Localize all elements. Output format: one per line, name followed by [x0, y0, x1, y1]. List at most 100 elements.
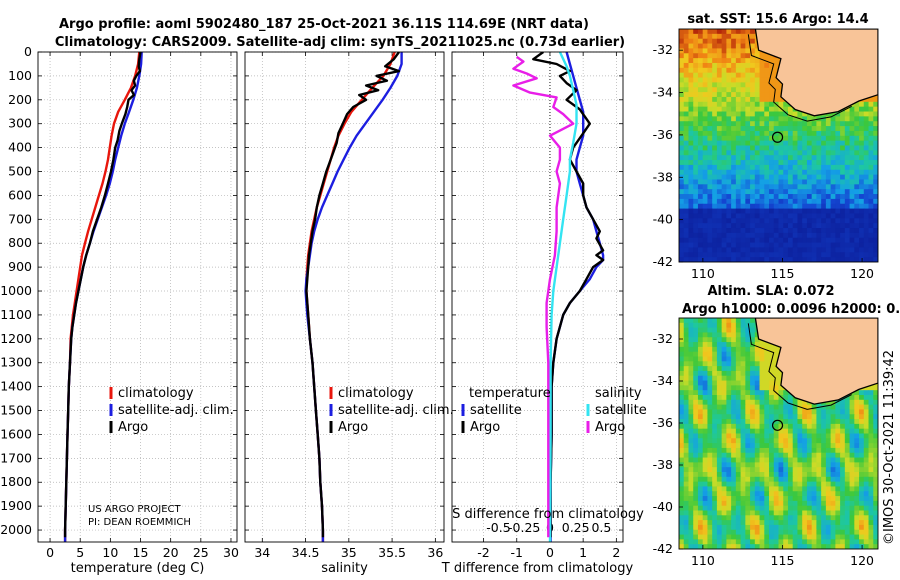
field-cell [821, 419, 827, 425]
field-cell [764, 232, 770, 239]
field-cell [764, 62, 770, 69]
field-cell [735, 228, 742, 234]
field-cell [802, 257, 808, 262]
field-cell [769, 92, 775, 98]
field-cell [688, 496, 694, 502]
field-cell [750, 164, 756, 171]
field-cell [840, 169, 846, 176]
field-cell [683, 356, 690, 362]
field-cell [702, 77, 709, 83]
field-cell [868, 544, 874, 549]
field-cell [844, 524, 851, 531]
field-cell [792, 472, 799, 478]
field-cell [707, 179, 713, 185]
field-cell [849, 481, 855, 488]
field-cell [745, 160, 751, 166]
field-cell [863, 510, 870, 516]
field-cell [825, 140, 832, 147]
field-cell [683, 62, 690, 69]
legend-label-salinity-argo: Argo [595, 420, 625, 435]
field-cell [797, 447, 803, 454]
field-cell [735, 87, 742, 93]
field-cell [707, 510, 713, 516]
field-cell [735, 404, 742, 411]
field-cell [854, 130, 860, 137]
field-cell [863, 257, 870, 262]
sst-map-title: sat. SST: 15.6 Argo: 14.4 [687, 12, 868, 27]
field-cell [735, 472, 742, 478]
field-cell [731, 38, 737, 45]
field-cell [840, 213, 846, 219]
field-cell [797, 399, 803, 406]
field-cell [835, 447, 841, 454]
field-cell [759, 208, 765, 215]
field-cell [769, 361, 775, 367]
field-cell [721, 505, 727, 512]
field-cell [797, 174, 803, 181]
field-cell [806, 252, 813, 258]
field-cell [750, 213, 756, 219]
field-cell [740, 29, 746, 35]
field-cell [740, 194, 746, 200]
field-cell [783, 443, 789, 449]
field-cell [806, 500, 813, 507]
field-cell [773, 121, 780, 127]
field-cell [769, 111, 775, 117]
field-cell [773, 198, 780, 205]
field-cell [830, 472, 836, 478]
field-cell [731, 520, 737, 526]
field-cell [759, 53, 765, 59]
field-cell [873, 524, 878, 531]
field-cell [707, 390, 713, 396]
field-cell [811, 203, 818, 210]
field-cell [726, 252, 732, 258]
field-cell [697, 169, 704, 176]
field-cell [830, 232, 836, 239]
field-cell [821, 126, 827, 132]
field-cell [797, 130, 803, 137]
field-cell [811, 208, 818, 215]
field-cell [783, 174, 789, 181]
field-cell [750, 433, 756, 439]
field-cell [712, 366, 718, 372]
field-cell [778, 106, 784, 113]
field-cell [735, 380, 742, 386]
field-cell [792, 174, 799, 181]
field-cell [849, 515, 855, 521]
field-cell [693, 544, 699, 549]
field-cell [750, 82, 756, 88]
field-cell [712, 524, 718, 531]
field-cell [868, 496, 874, 502]
field-cell [679, 481, 685, 488]
field-cell [683, 174, 690, 181]
field-cell [750, 87, 756, 93]
field-cell [707, 213, 713, 219]
field-cell [835, 505, 841, 512]
field-cell [688, 462, 694, 468]
field-cell [821, 252, 827, 258]
field-cell [849, 140, 855, 147]
field-cell [745, 346, 751, 353]
y-tick-label: 2000 [0, 522, 32, 537]
field-cell [816, 462, 822, 468]
field-cell [688, 160, 694, 166]
field-cell [844, 184, 851, 190]
field-cell [792, 481, 799, 488]
field-cell [726, 174, 732, 181]
field-cell [750, 481, 756, 488]
field-cell [854, 164, 860, 171]
field-cell [688, 481, 694, 488]
field-cell [830, 218, 836, 224]
field-cell [759, 491, 765, 497]
field-cell [863, 486, 870, 492]
field-cell [863, 242, 870, 249]
field-cell [764, 213, 770, 219]
field-cell [773, 356, 780, 362]
field-cell [754, 520, 761, 526]
field-cell [821, 194, 827, 200]
field-cell [764, 164, 770, 171]
field-cell [707, 252, 713, 258]
field-cell [783, 160, 789, 166]
field-cell [740, 520, 746, 526]
field-cell [773, 472, 780, 478]
